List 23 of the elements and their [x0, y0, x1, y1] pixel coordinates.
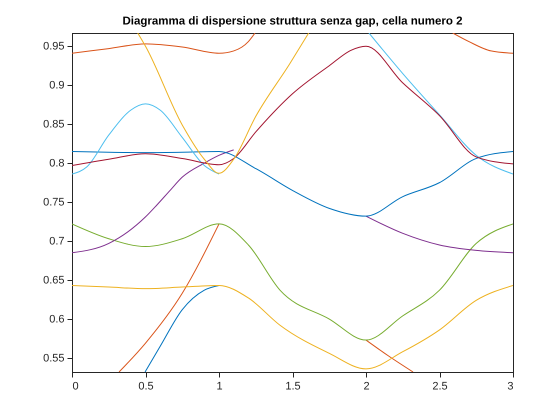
chart-title: Diagramma di dispersione struttura senza gap, cella numero 2	[122, 16, 462, 28]
x-tick-label: 1.5	[285, 380, 301, 392]
y-tick-label: 0.8	[49, 158, 64, 170]
line-series	[144, 284, 220, 372]
line-series	[137, 33, 310, 174]
x-tick-label: 0.5	[138, 380, 154, 392]
line-series	[72, 46, 513, 166]
x-tick-label: 2	[363, 380, 370, 392]
x-tick-label: 3	[507, 380, 514, 392]
x-tick-label: 2.5	[432, 380, 448, 392]
y-tick-label: 0.65	[43, 274, 64, 287]
y-tick-label: 0.75	[43, 196, 64, 209]
y-tick-label: 0.85	[43, 118, 64, 131]
y-tick-label: 0.9	[49, 80, 64, 92]
y-tick-label: 0.95	[43, 40, 64, 53]
x-tick-label: 0	[72, 380, 79, 392]
y-tick-label: 0.55	[43, 352, 64, 364]
line-series	[72, 150, 513, 217]
x-tick-label: 1	[216, 380, 223, 392]
line-series	[72, 223, 513, 341]
y-tick-label: 0.7	[49, 236, 64, 248]
y-tick-label: 0.6	[49, 314, 64, 326]
line-series	[72, 284, 513, 370]
